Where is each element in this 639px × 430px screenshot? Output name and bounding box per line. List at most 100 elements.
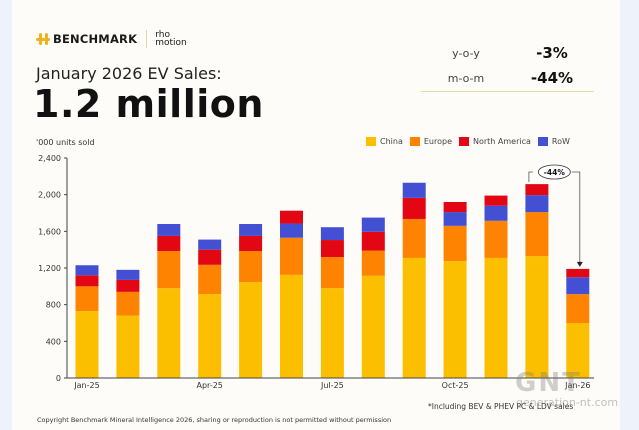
bar-segment-north-america — [157, 235, 181, 252]
y-tick-label: 2,400 — [38, 154, 61, 163]
bar-segment-north-america — [320, 240, 344, 257]
footnote: *Including BEV & PHEV PC & LDV sales — [428, 402, 574, 411]
bar-segment-row — [484, 205, 508, 221]
kpi-yoy: y-o-y -3% — [420, 42, 594, 64]
bar-segment-europe — [566, 294, 590, 323]
bar-segment-europe — [402, 218, 426, 258]
x-tick-label: Apr-25 — [196, 381, 222, 390]
bar-segment-row — [239, 224, 263, 236]
bar-segment-china — [239, 282, 263, 378]
bar-segment-row — [320, 227, 344, 241]
bar-segment-north-america — [280, 210, 303, 224]
annotation-bracket-left — [528, 171, 533, 183]
legend-label-china: China — [380, 137, 403, 146]
legend-label-europe: Europe — [423, 137, 452, 146]
legend-swatch-europe — [409, 137, 420, 146]
legend-item-north-america: North America — [459, 137, 531, 146]
bar-segment-europe — [280, 237, 303, 275]
rho-motion-logo: rho motion — [155, 30, 187, 48]
bars — [75, 182, 590, 378]
bar-stack-oct-25 — [443, 202, 467, 378]
bar-segment-europe — [116, 291, 140, 316]
watermark-logo: GNT — [515, 368, 582, 398]
bar-segment-north-america — [443, 202, 467, 213]
bar-segment-row — [402, 182, 426, 198]
chart-legend: China Europe North America RoW — [366, 137, 577, 146]
bar-segment-row — [157, 224, 181, 236]
bar-stack-mar-25 — [157, 224, 181, 378]
kpi-mom-label: m-o-m — [447, 71, 485, 85]
logo-divider — [146, 30, 148, 48]
benchmark-logo-icon — [36, 33, 50, 45]
bar-segment-china — [566, 323, 590, 378]
bar-segment-china — [116, 315, 140, 378]
benchmark-wordmark: BENCHMARK — [53, 32, 138, 46]
legend-item-china: China — [366, 137, 403, 146]
x-tick-label: Jan-25 — [73, 381, 99, 390]
y-axis: 0 400 800 1,200 1,600 2,000 2,400 — [38, 154, 68, 383]
y-tick-label: 800 — [46, 301, 61, 310]
bar-segment-europe — [361, 250, 385, 276]
side-background — [620, 0, 639, 430]
watermark-url: generation-nt.com — [516, 396, 619, 409]
annotation-connector — [571, 171, 581, 263]
legend-swatch-china — [366, 137, 376, 146]
bar-stack-jun-25 — [280, 210, 303, 378]
bar-segment-china — [361, 275, 385, 378]
bar-segment-china — [484, 257, 508, 378]
bar-segment-europe — [525, 212, 549, 257]
bar-segment-china — [280, 274, 303, 378]
bar-stack-jan-26 — [566, 268, 590, 378]
legend-swatch-north-america — [459, 137, 469, 146]
bar-segment-china — [525, 256, 549, 378]
x-tick-label: Oct-25 — [442, 381, 469, 390]
y-axis-label: '000 units sold — [36, 138, 95, 147]
bar-segment-north-america — [116, 279, 140, 292]
bar-segment-europe — [75, 286, 99, 312]
bar-segment-china — [320, 288, 344, 378]
kpi-mom: m-o-m -44% — [420, 67, 594, 89]
bar-stack-feb-25 — [116, 269, 140, 378]
y-tick-label: 0 — [56, 374, 61, 383]
bar-segment-north-america — [484, 195, 508, 206]
bar-segment-north-america — [566, 268, 590, 278]
bar-segment-row — [525, 195, 549, 213]
bar-segment-china — [198, 294, 222, 378]
bar-segment-north-america — [402, 197, 426, 219]
kpi-yoy-label: y-o-y — [452, 46, 480, 60]
bar-segment-china — [75, 311, 99, 378]
bar-segment-north-america — [525, 184, 549, 196]
x-tick-label: Jul-25 — [320, 381, 344, 390]
bar-segment-europe — [157, 251, 181, 289]
x-axis: Jan-25 Apr-25 Jul-25 Oct-25 Jan-26 — [67, 377, 594, 390]
bar-segment-china — [443, 261, 467, 378]
kpi-divider — [421, 91, 594, 92]
bar-segment-row — [116, 269, 140, 280]
rho-motion-line1: rho — [155, 30, 170, 40]
legend-item-europe: Europe — [409, 137, 452, 146]
infographic-card — [12, 0, 620, 430]
bar-segment-china — [157, 288, 181, 378]
bar-segment-north-america — [361, 231, 385, 251]
bar-stack-may-25 — [239, 224, 263, 378]
bar-segment-row — [280, 223, 303, 238]
bar-segment-north-america — [198, 249, 222, 265]
header-logos: BENCHMARK rho motion — [36, 30, 187, 48]
bar-segment-europe — [484, 220, 508, 258]
bar-segment-row — [75, 265, 99, 276]
bar-segment-europe — [198, 264, 222, 295]
y-tick-label: 2,000 — [38, 191, 61, 200]
subtitle: January 2026 EV Sales: — [36, 64, 222, 83]
bar-segment-row — [443, 212, 467, 226]
bar-segment-north-america — [239, 235, 263, 252]
bar-segment-row — [361, 217, 385, 232]
legend-item-row: RoW — [537, 137, 570, 146]
copyright-text: Copyright Benchmark Mineral Intelligence… — [37, 416, 392, 424]
y-tick-label: 1,200 — [38, 264, 61, 273]
bar-segment-china — [402, 257, 426, 378]
bar-stack-sep-25 — [402, 182, 426, 378]
annotation-bubble — [537, 164, 571, 180]
kpi-yoy-value: -3% — [536, 44, 568, 62]
bar-segment-row — [198, 239, 222, 250]
headline-value: 1.2 million — [33, 82, 264, 126]
